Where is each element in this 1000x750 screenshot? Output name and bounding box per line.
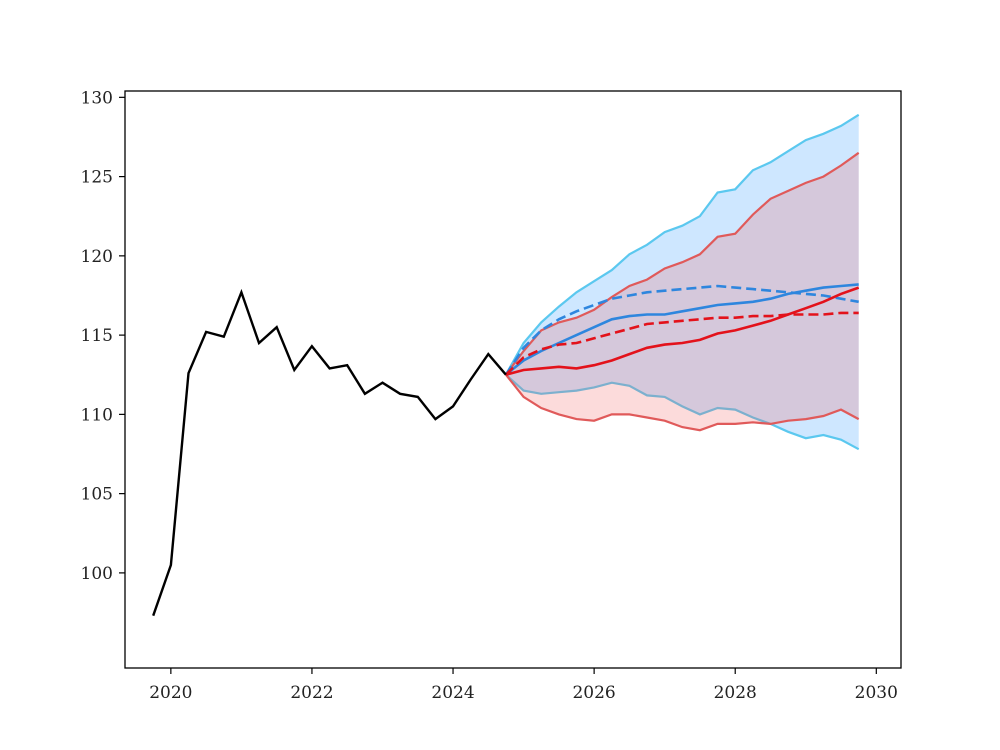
y-tick-label-120: 120 [81, 247, 113, 267]
plot-frame [124, 90, 902, 669]
y-tick-label-105: 105 [81, 485, 113, 505]
x-tick-label-2022: 2022 [290, 683, 333, 703]
x-tick-label-2026: 2026 [572, 683, 615, 703]
band-upper-1 [505, 151, 860, 376]
x-tick-label-2030: 2030 [855, 683, 898, 703]
y-tick-label-115: 115 [81, 326, 113, 346]
forecast-series [504, 283, 860, 376]
y-tick-label-125: 125 [81, 168, 113, 188]
series-line-3 [504, 311, 859, 376]
series-line-1 [504, 284, 859, 376]
y-tick-label-110: 110 [81, 405, 113, 425]
band-fill-1 [505, 152, 859, 431]
x-axis: 2020 2022 2024 2026 2028 2030 [149, 668, 898, 703]
band-lower-1 [505, 374, 860, 432]
x-tick-label-2024: 2024 [431, 683, 474, 703]
series-line-0 [505, 283, 859, 376]
series-line-2 [505, 286, 860, 376]
y-axis: 100 105 110 115 120 125 130 [81, 88, 125, 584]
band-lower-0 [505, 373, 860, 451]
y-tick-label-100: 100 [81, 564, 113, 584]
confidence-bands [504, 113, 860, 451]
x-tick-label-2028: 2028 [714, 683, 757, 703]
band-upper-0 [504, 113, 860, 376]
x-tick-label-2020: 2020 [149, 683, 192, 703]
y-tick-label-130: 130 [81, 88, 113, 108]
history-line [152, 288, 507, 617]
history-series [152, 288, 507, 617]
